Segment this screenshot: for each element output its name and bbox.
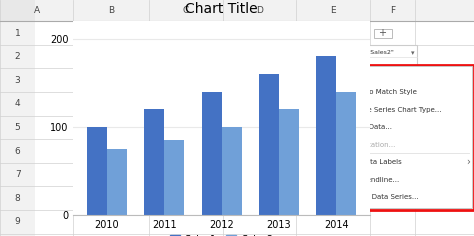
Bar <box>306 52 315 54</box>
Text: 3-D Rotation...: 3-D Rotation... <box>345 142 395 148</box>
Text: Select Data...: Select Data... <box>345 124 392 130</box>
Bar <box>374 29 392 38</box>
Title: Chart Title: Chart Title <box>185 2 258 16</box>
Text: D: D <box>256 6 263 15</box>
Text: +: + <box>379 28 386 38</box>
Bar <box>316 56 336 215</box>
Bar <box>325 52 334 54</box>
Text: 6: 6 <box>15 147 20 156</box>
Legend: Sales1, Sales2: Sales1, Sales2 <box>166 231 277 236</box>
Text: 2: 2 <box>15 52 20 61</box>
Text: ▾: ▾ <box>411 50 415 56</box>
Text: ▽: ▽ <box>379 71 386 80</box>
Text: ▦: ▦ <box>335 107 341 113</box>
Bar <box>87 127 107 215</box>
Text: Delete: Delete <box>345 72 367 78</box>
Text: /: / <box>381 49 384 59</box>
Text: 7: 7 <box>15 170 20 179</box>
Text: Change Series Chart Type...: Change Series Chart Type... <box>345 107 441 113</box>
Bar <box>329 66 472 208</box>
Text: E: E <box>330 6 336 15</box>
Text: 4: 4 <box>15 99 20 108</box>
Text: Add Data Labels: Add Data Labels <box>345 159 401 165</box>
Bar <box>324 50 337 57</box>
Text: 3: 3 <box>15 76 20 85</box>
Bar <box>0 0 474 21</box>
Text: F: F <box>390 6 395 15</box>
Bar <box>336 92 356 215</box>
Bar <box>279 109 299 215</box>
Text: Outline: Outline <box>320 60 340 65</box>
Text: 8: 8 <box>15 194 20 203</box>
Bar <box>259 74 279 215</box>
Bar <box>327 65 474 210</box>
Text: Format Data Series...: Format Data Series... <box>345 194 418 200</box>
Bar <box>374 50 392 59</box>
Bar <box>0 0 35 21</box>
Bar <box>301 45 417 67</box>
Text: Add Trendline...: Add Trendline... <box>345 177 399 183</box>
Text: 1: 1 <box>15 29 20 38</box>
Bar <box>201 92 221 215</box>
Text: 5: 5 <box>15 123 20 132</box>
Text: ›: › <box>466 157 470 167</box>
Text: ▤: ▤ <box>335 124 341 130</box>
Bar <box>164 140 184 215</box>
Text: ↺: ↺ <box>335 89 341 95</box>
Text: A: A <box>34 6 40 15</box>
Bar <box>221 127 242 215</box>
Bar <box>374 71 392 80</box>
Text: ⚙: ⚙ <box>335 194 341 200</box>
Text: Reset to Match Style: Reset to Match Style <box>345 89 417 95</box>
Text: B: B <box>109 6 114 15</box>
Text: □: □ <box>335 142 341 148</box>
Bar <box>0 21 35 236</box>
Text: 9: 9 <box>15 217 20 226</box>
Bar <box>144 109 164 215</box>
Text: Fill: Fill <box>308 60 315 65</box>
Text: C: C <box>183 6 189 15</box>
Bar <box>305 50 318 57</box>
Text: Series "Sales2": Series "Sales2" <box>346 50 394 55</box>
Bar <box>107 149 127 215</box>
